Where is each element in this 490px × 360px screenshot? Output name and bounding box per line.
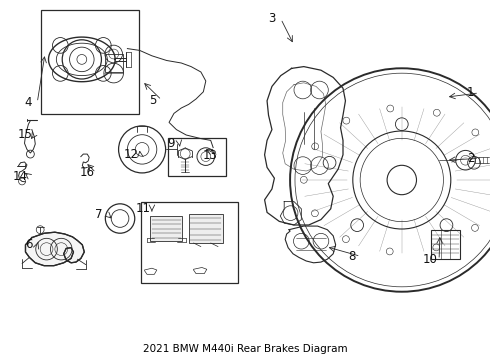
Text: 16: 16 [80, 166, 95, 179]
Text: 9: 9 [167, 137, 174, 150]
Bar [168, 138, 226, 176]
Bar [189, 214, 223, 243]
Text: 1: 1 [466, 86, 474, 99]
Text: 13: 13 [202, 149, 217, 162]
Bar [150, 216, 182, 241]
Bar [141, 202, 238, 283]
Text: 4: 4 [24, 96, 32, 109]
Text: 6: 6 [24, 238, 32, 251]
Polygon shape [25, 232, 84, 266]
Text: 2021 BMW M440i Rear Brakes Diagram: 2021 BMW M440i Rear Brakes Diagram [143, 344, 347, 354]
Text: 3: 3 [268, 12, 276, 25]
Bar [41, 10, 139, 114]
Text: 12: 12 [124, 148, 139, 161]
Text: 8: 8 [348, 250, 356, 263]
Text: 2: 2 [466, 152, 474, 165]
Text: 15: 15 [18, 128, 33, 141]
Text: 7: 7 [95, 208, 103, 221]
Bar [431, 230, 460, 259]
Text: 10: 10 [423, 253, 438, 266]
Text: 14: 14 [13, 170, 28, 183]
Text: 5: 5 [149, 94, 157, 107]
Text: 11: 11 [136, 202, 150, 215]
Bar [105, 54, 122, 72]
